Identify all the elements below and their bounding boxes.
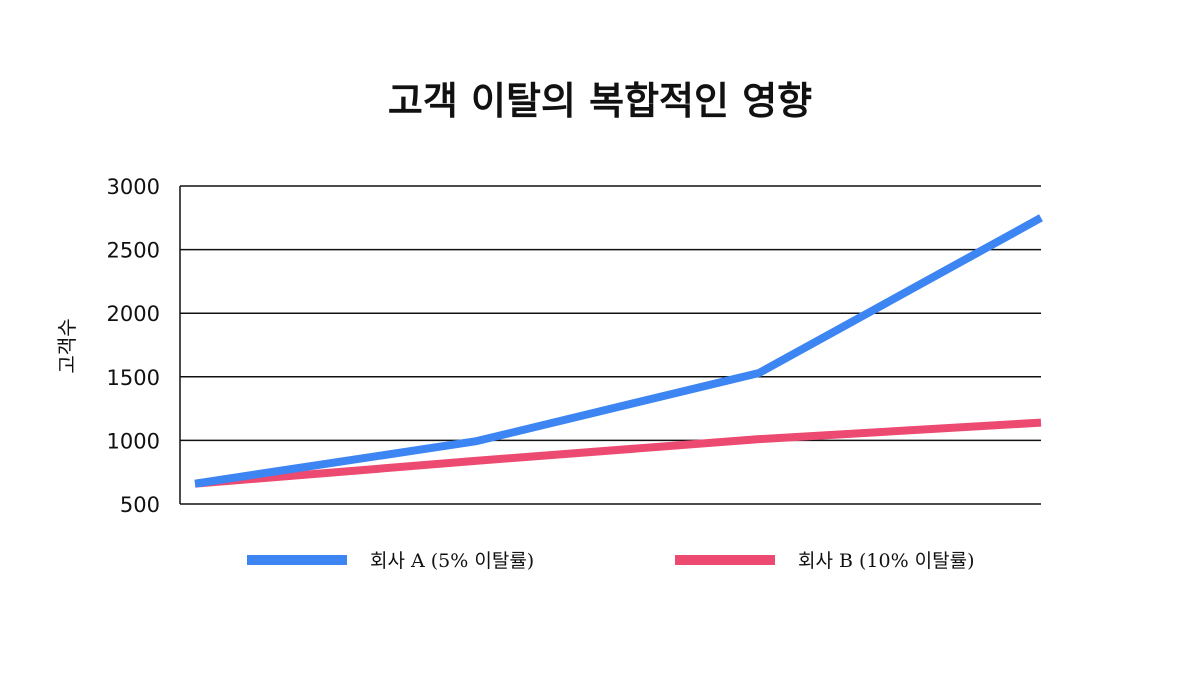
y-tick-label: 2000 xyxy=(107,302,160,326)
y-axis-label: 고객수 xyxy=(55,318,79,373)
chart-title: 고객 이탈의 복합적인 영향 xyxy=(388,79,812,123)
legend: 회사 A (5% 이탈률) 회사 B (10% 이탈률) xyxy=(247,550,975,572)
y-tick-label: 1000 xyxy=(107,429,160,453)
series-line-company-b xyxy=(194,418,1042,488)
y-tick-label: 2500 xyxy=(107,239,160,263)
grid-lines xyxy=(179,185,1041,505)
y-tick-label: 500 xyxy=(120,493,160,517)
y-axis-ticks: 3000 2500 2000 1500 1000 500 xyxy=(107,175,160,517)
legend-label-company-a: 회사 A (5% 이탈률) xyxy=(370,550,534,572)
y-tick-label: 3000 xyxy=(107,175,160,199)
series-lines xyxy=(194,214,1043,488)
y-tick-label: 1500 xyxy=(107,366,160,390)
series-line-company-a xyxy=(194,214,1043,488)
legend-label-company-b: 회사 B (10% 이탈률) xyxy=(798,550,975,572)
